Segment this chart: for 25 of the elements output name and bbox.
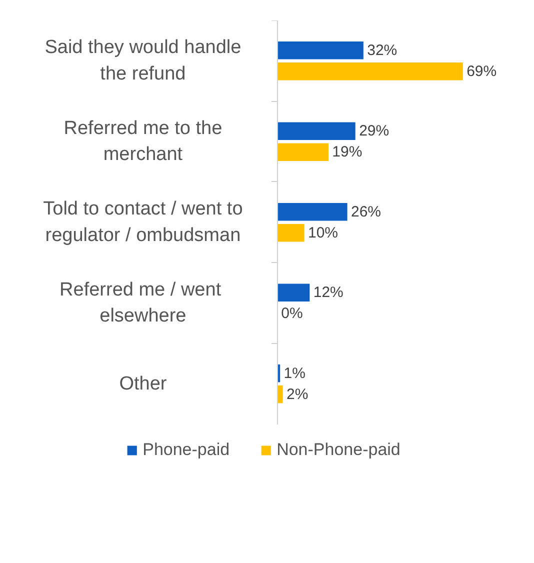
y-tick-label: Told to contact / went to regulator / ombudsman (43, 198, 243, 246)
y-tick-label: Said they would handle the refund (44, 37, 242, 84)
bar (277, 202, 348, 221)
bar (277, 385, 283, 404)
data-label: 1% (284, 364, 306, 382)
bar (277, 224, 304, 242)
data-label: 69% (466, 62, 497, 80)
bar (277, 143, 328, 161)
bar (277, 41, 364, 60)
data-label: 26% (351, 203, 382, 220)
data-label: 2% (286, 386, 308, 403)
data-label: 32% (367, 42, 398, 59)
y-tick-label: Other (119, 373, 168, 394)
y-tick-label: Referred me / went elsewhere (60, 279, 222, 327)
data-label: 0% (281, 305, 303, 322)
legend-label: Phone-paid (142, 440, 230, 460)
data-label: 19% (332, 144, 362, 161)
bar (277, 284, 310, 302)
legend-label: Non-Phone-paid (276, 440, 400, 460)
y-tick-label: Referred me to the merchant (64, 118, 222, 166)
data-label: 12% (313, 284, 344, 302)
bar (277, 62, 463, 80)
bar (277, 122, 356, 140)
data-label: 29% (359, 122, 390, 140)
data-label: 10% (308, 224, 338, 242)
